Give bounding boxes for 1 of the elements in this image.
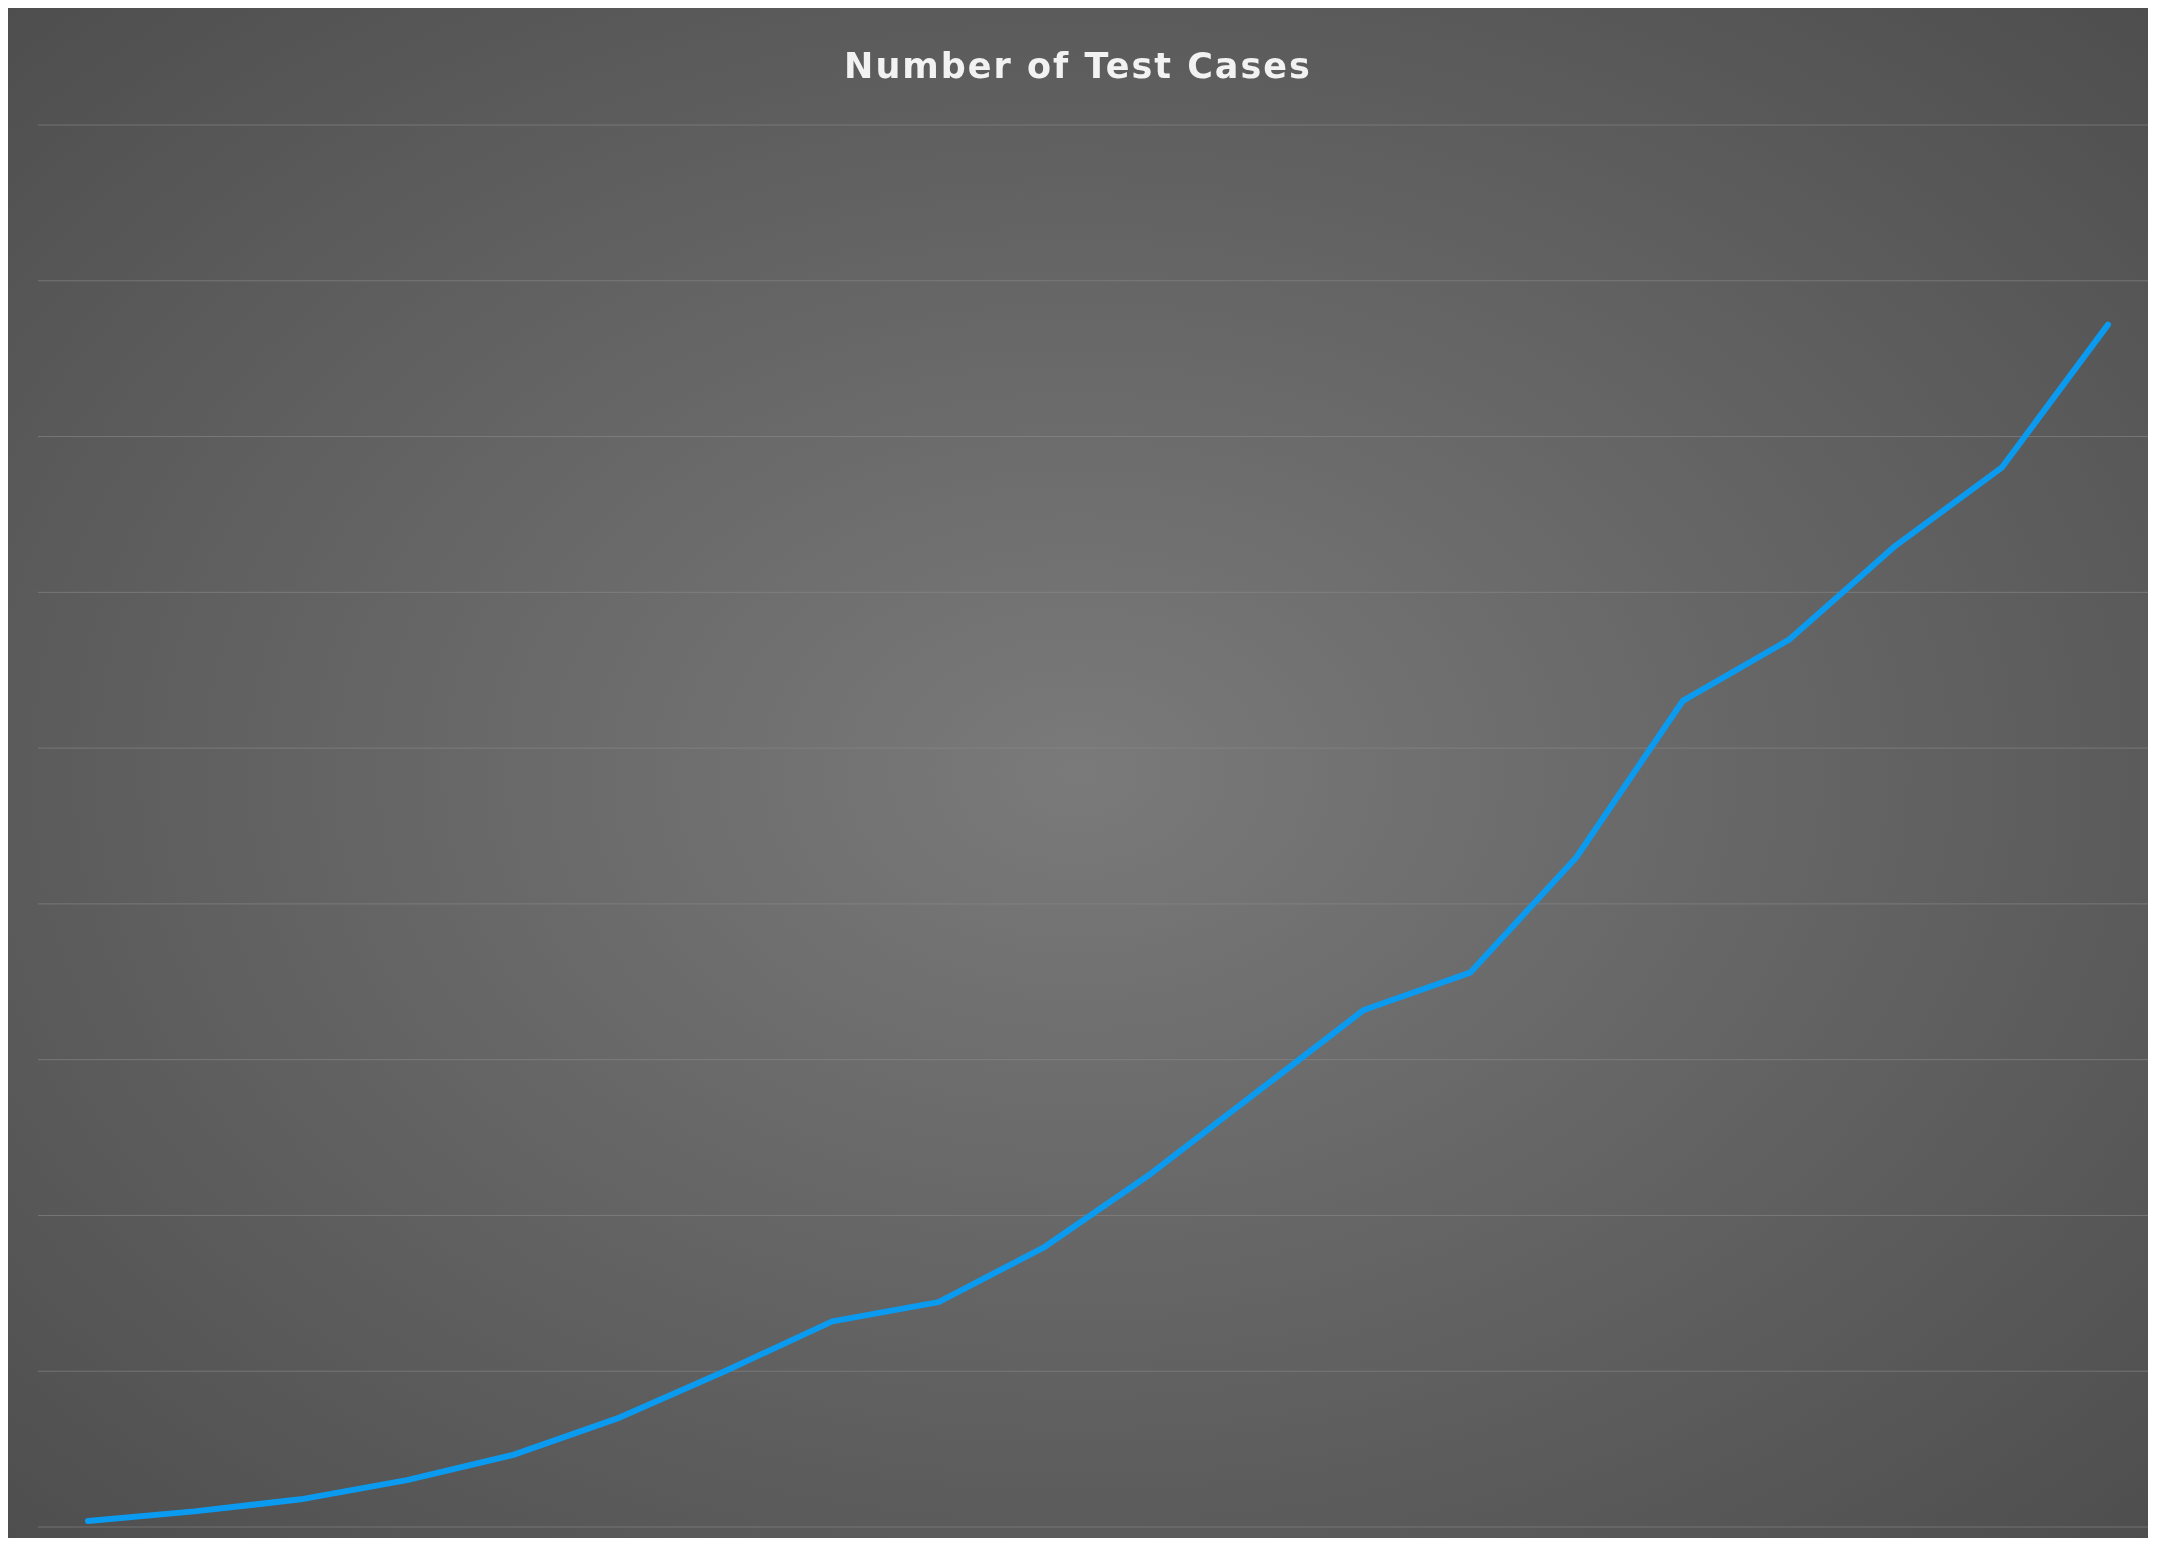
chart-title: Number of Test Cases (843, 46, 1313, 86)
